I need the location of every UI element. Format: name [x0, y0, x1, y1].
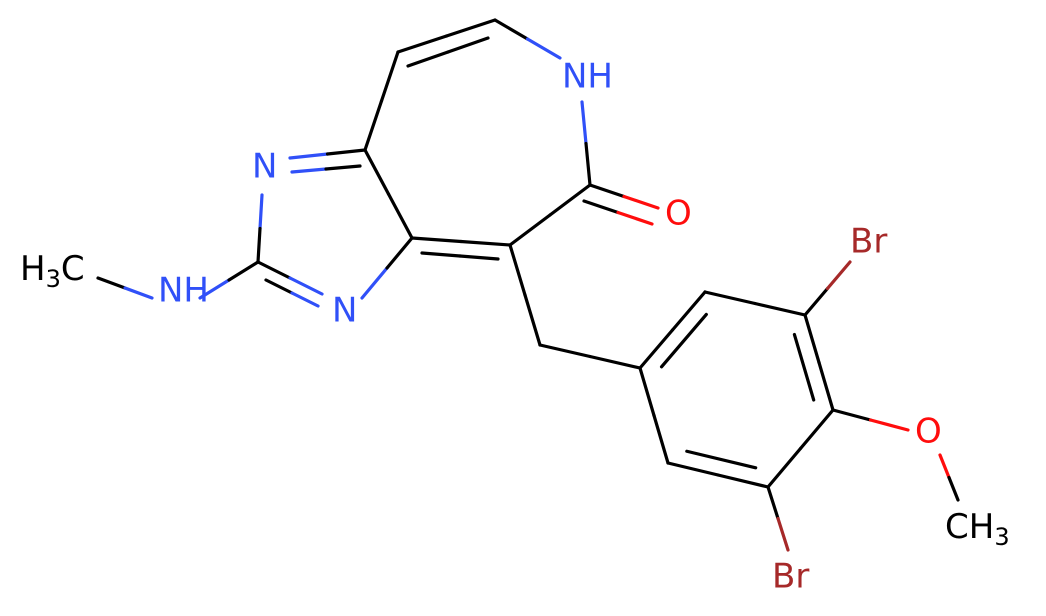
atom-label-subscript: 3	[46, 265, 61, 293]
bond	[716, 473, 770, 489]
bond	[96, 276, 127, 290]
bond	[523, 293, 542, 347]
bond	[290, 167, 328, 174]
bond	[379, 50, 400, 103]
bond	[831, 408, 873, 422]
bond	[659, 312, 708, 369]
bond	[325, 148, 367, 156]
bond	[458, 254, 500, 261]
bond	[444, 18, 497, 38]
bond	[363, 99, 384, 152]
atom-label-part: C	[61, 249, 85, 289]
atom-label: N	[332, 291, 357, 331]
bond	[803, 313, 821, 365]
bond	[459, 239, 512, 247]
bond	[538, 343, 592, 359]
bond	[798, 408, 835, 451]
atom-label: NH	[562, 57, 613, 97]
bond	[666, 461, 720, 477]
bond	[525, 37, 562, 60]
bond	[638, 328, 675, 370]
bond	[792, 332, 816, 402]
bond	[766, 446, 803, 489]
bond	[947, 475, 960, 502]
bond	[508, 243, 527, 297]
atom-label: Br	[772, 557, 809, 597]
bond	[386, 192, 414, 240]
atom-label: O	[665, 194, 692, 234]
bond	[825, 260, 852, 291]
bond	[776, 516, 790, 552]
bond	[123, 286, 154, 300]
bond	[363, 148, 391, 196]
bond	[622, 194, 660, 210]
bond	[324, 164, 362, 171]
bond	[817, 360, 835, 412]
bond	[198, 278, 231, 300]
atom-label-part: H	[20, 249, 46, 289]
bonds	[96, 18, 960, 552]
atom-label: O	[915, 412, 942, 452]
bond	[766, 485, 780, 521]
bond	[446, 36, 490, 54]
bond	[396, 34, 449, 54]
atom-label: CH3	[945, 507, 1010, 552]
bond	[548, 183, 592, 217]
bond	[227, 260, 260, 282]
bond	[588, 354, 642, 370]
atom-label: N	[252, 147, 277, 187]
bond	[685, 449, 758, 470]
atom-label-subscript: 3	[994, 523, 1009, 551]
bond	[406, 50, 450, 68]
bond	[420, 251, 462, 258]
bond	[288, 152, 330, 160]
bond	[508, 213, 552, 247]
atom-label: NH	[158, 271, 209, 311]
bond	[582, 199, 620, 215]
atom-label: Br	[850, 222, 887, 262]
bond	[803, 286, 830, 317]
bond	[588, 183, 626, 199]
bond	[584, 141, 592, 187]
atom-label: H3C	[20, 249, 85, 294]
bond	[670, 290, 707, 332]
bond	[258, 193, 264, 231]
bond	[290, 291, 320, 308]
bond	[580, 100, 588, 146]
bond	[288, 276, 324, 296]
bond	[256, 260, 292, 280]
bond	[264, 278, 294, 295]
bond	[385, 236, 414, 270]
bond	[256, 226, 262, 264]
bond	[638, 366, 656, 418]
bond	[493, 18, 530, 41]
bond	[652, 413, 670, 465]
bond	[938, 453, 951, 480]
bond	[753, 301, 807, 317]
bond	[410, 236, 463, 244]
bond	[616, 210, 654, 226]
bond	[703, 290, 757, 306]
atom-label-part: CH	[945, 507, 994, 547]
bond	[868, 418, 910, 432]
bond	[360, 266, 389, 300]
